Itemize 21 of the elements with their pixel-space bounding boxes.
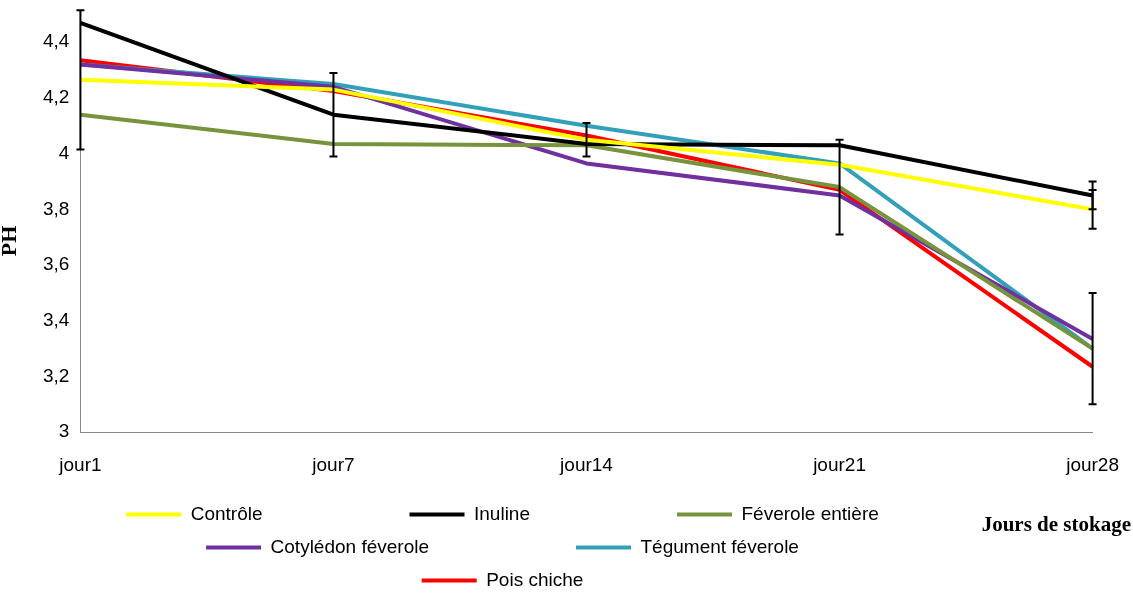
y-tick-label: 3,6: [42, 253, 70, 275]
x-axis-title: Jours de stokage: [981, 512, 1131, 537]
legend-label: Inuline: [474, 502, 664, 524]
x-tick-label: jour1: [58, 453, 102, 475]
legend-label: Pois chiche: [486, 568, 717, 590]
y-tick-label: 3,4: [42, 309, 70, 331]
y-tick-label: 3,2: [42, 364, 70, 386]
y-axis-title: PH: [0, 225, 23, 257]
legend-label: Féverole entière: [741, 502, 879, 524]
y-tick-label: 4,2: [42, 86, 70, 108]
y-tick-label: 4,4: [42, 30, 70, 52]
x-tick-label: jour28: [1065, 453, 1120, 475]
legend-label: Contrôle: [190, 502, 396, 524]
y-tick-label: 4: [58, 141, 70, 163]
x-tick-label: jour21: [812, 453, 866, 475]
x-tick-label: jour7: [311, 453, 355, 475]
y-tick-label: 3: [58, 420, 70, 442]
y-tick-label: 3,8: [42, 197, 70, 219]
x-tick-label: jour14: [559, 453, 614, 475]
legend-label: Cotylédon féverole: [270, 535, 563, 557]
legend-label: Tégument féverole: [640, 535, 932, 557]
